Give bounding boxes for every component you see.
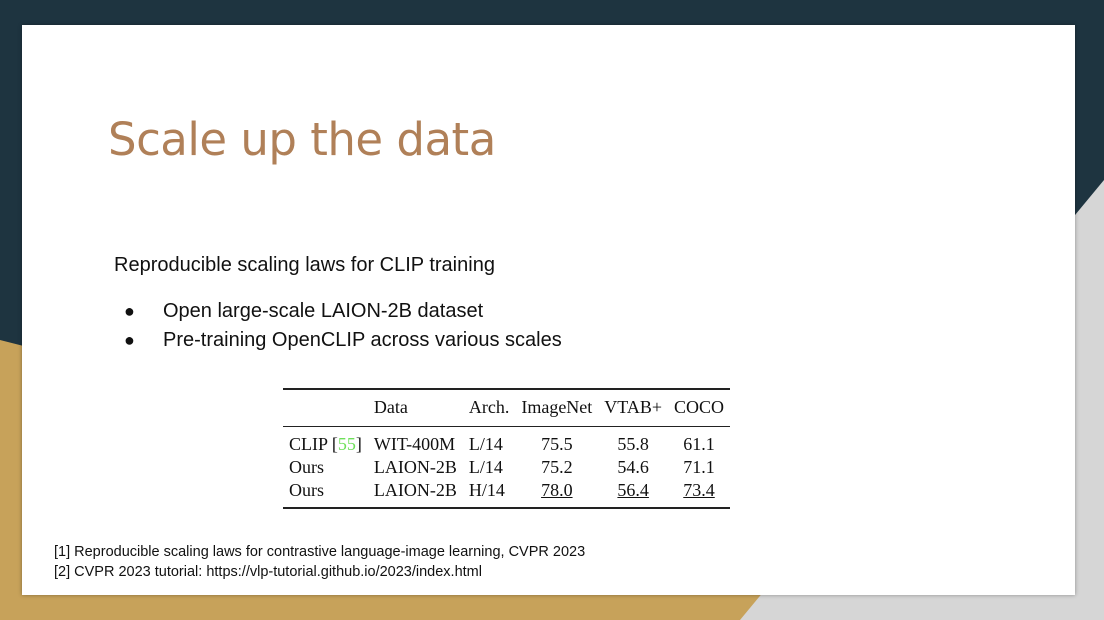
cell-arch: H/14 [468, 480, 505, 500]
header-model [283, 389, 368, 427]
cell-vtab: 56.4 [598, 479, 668, 508]
cell-model: Ours [289, 480, 324, 500]
bullet-item: ● Open large-scale LAION-2B dataset [114, 300, 562, 329]
results-table: Data Arch. ImageNet VTAB+ COCO CLIP [55]… [283, 388, 731, 509]
footnotes: [1] Reproducible scaling laws for contra… [54, 543, 585, 582]
cell-data: LAION-2B [373, 457, 457, 477]
table-row: Ours LAION-2B L/14 75.2 54.6 71.1 [283, 456, 730, 479]
bullet-dot-icon: ● [124, 301, 135, 321]
best-value: 73.4 [683, 480, 715, 500]
header-arch: Arch. [468, 397, 510, 417]
cell-imagenet: 75.5 [541, 434, 573, 454]
slide-title: Scale up the data [108, 113, 496, 166]
header-imagenet: ImageNet [521, 397, 593, 417]
bracket-close: ] [355, 434, 362, 454]
table-header-row: Data Arch. ImageNet VTAB+ COCO [283, 389, 731, 427]
cell-imagenet: 75.2 [541, 457, 573, 477]
cell-vtab: 54.6 [617, 457, 649, 477]
cell-coco: 71.1 [683, 457, 715, 477]
table-row: CLIP [55] WIT-400M L/14 75.5 55.8 61.1 [283, 427, 730, 457]
bullet-list: ● Open large-scale LAION-2B dataset ● Pr… [114, 300, 562, 358]
cell-coco: 73.4 [668, 479, 730, 508]
cell-data: LAION-2B [373, 480, 457, 500]
bullet-text: Open large-scale LAION-2B dataset [163, 300, 484, 322]
citation-link[interactable]: 55 [337, 434, 356, 454]
cell-imagenet: 78.0 [515, 479, 598, 508]
bullet-item: ● Pre-training OpenCLIP across various s… [114, 329, 562, 358]
model-name: CLIP [ [289, 434, 338, 454]
cell-coco: 61.1 [683, 434, 715, 454]
slide-canvas: Scale up the data Reproducible scaling l… [22, 25, 1075, 595]
header-vtab: VTAB+ [604, 397, 663, 417]
best-value: 56.4 [617, 480, 649, 500]
footnote-2: [2] CVPR 2023 tutorial: https://vlp-tuto… [54, 563, 482, 580]
cell-model: CLIP [55] [283, 427, 368, 457]
cell-model: Ours [289, 457, 324, 477]
bullet-text: Pre-training OpenCLIP across various sca… [163, 329, 562, 351]
header-coco: COCO [674, 397, 725, 417]
table-row: Ours LAION-2B H/14 78.0 56.4 73.4 [283, 479, 730, 508]
cell-vtab: 55.8 [617, 434, 649, 454]
best-value: 78.0 [541, 480, 573, 500]
header-data: Data [373, 397, 408, 417]
cell-arch: L/14 [468, 434, 503, 454]
footnote-1: [1] Reproducible scaling laws for contra… [54, 544, 586, 560]
cell-data: WIT-400M [373, 434, 456, 454]
bullet-dot-icon: ● [124, 330, 135, 350]
slide-subtitle: Reproducible scaling laws for CLIP train… [114, 254, 495, 276]
cell-arch: L/14 [468, 457, 503, 477]
